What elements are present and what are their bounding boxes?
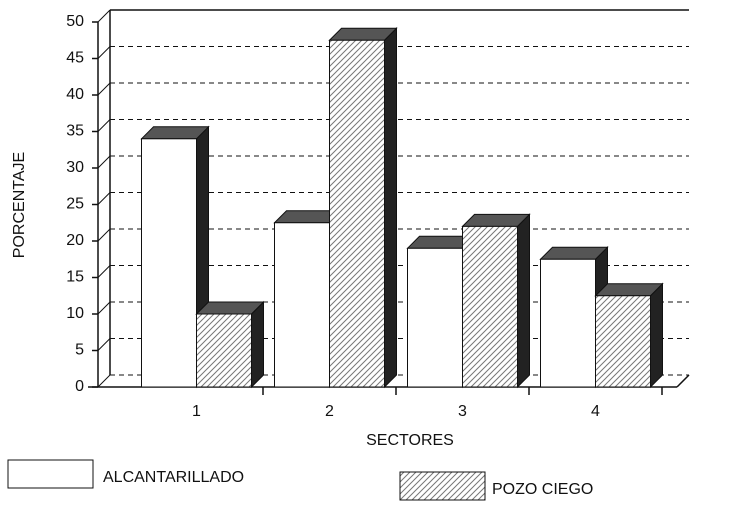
bar-top bbox=[140, 126, 210, 140]
x-axis-title: SECTORES bbox=[366, 432, 454, 449]
y-tick-label: 5 bbox=[75, 342, 84, 359]
x-tick-label: 3 bbox=[458, 403, 467, 420]
y-tick-label: 30 bbox=[66, 159, 84, 176]
y-tick-label: 15 bbox=[66, 269, 84, 286]
grid-depth bbox=[97, 265, 111, 278]
bar-side bbox=[384, 27, 397, 389]
grid-depth bbox=[97, 155, 111, 169]
grid-depth bbox=[97, 46, 111, 59]
bar bbox=[329, 39, 385, 388]
x-tick-label: 1 bbox=[192, 403, 201, 420]
x-tick-label: 2 bbox=[325, 403, 334, 420]
bar-top bbox=[594, 283, 664, 297]
bar bbox=[196, 313, 252, 388]
bar bbox=[141, 138, 197, 388]
bar-side bbox=[650, 282, 663, 389]
grid-depth bbox=[97, 338, 111, 351]
y-tick-label: 0 bbox=[75, 378, 84, 395]
grid-depth bbox=[97, 119, 111, 132]
x-tick-label: 4 bbox=[591, 403, 600, 420]
bar-top bbox=[328, 27, 398, 41]
legend-swatch bbox=[7, 459, 94, 489]
legend-swatch bbox=[399, 471, 486, 501]
legend-label: POZO CIEGO bbox=[492, 481, 593, 498]
bar-side bbox=[251, 300, 264, 389]
y-tick-label: 35 bbox=[66, 123, 84, 140]
y-tick-label: 50 bbox=[66, 13, 84, 30]
grid-depth bbox=[97, 82, 111, 96]
bar bbox=[540, 258, 596, 388]
grid-depth bbox=[97, 9, 111, 23]
y-tick-label: 25 bbox=[66, 196, 84, 213]
y-tick-label: 20 bbox=[66, 232, 84, 249]
bar bbox=[462, 225, 518, 388]
grid-depth bbox=[97, 374, 111, 388]
grid-depth bbox=[97, 301, 111, 315]
bar bbox=[407, 247, 463, 388]
floor-right bbox=[676, 374, 690, 388]
bar bbox=[595, 295, 651, 388]
y-tick-label: 45 bbox=[66, 50, 84, 67]
grid-depth bbox=[97, 228, 111, 242]
bar bbox=[274, 222, 330, 388]
y-tick-label: 10 bbox=[66, 305, 84, 322]
grid-depth bbox=[97, 192, 111, 205]
legend-label: ALCANTARILLADO bbox=[103, 469, 244, 486]
y-tick-label: 40 bbox=[66, 86, 84, 103]
y-axis-title: PORCENTAJE bbox=[11, 152, 28, 258]
bar-top bbox=[195, 301, 265, 315]
bar-top bbox=[539, 246, 609, 260]
bar-side bbox=[517, 213, 530, 389]
bar-top bbox=[461, 213, 531, 227]
